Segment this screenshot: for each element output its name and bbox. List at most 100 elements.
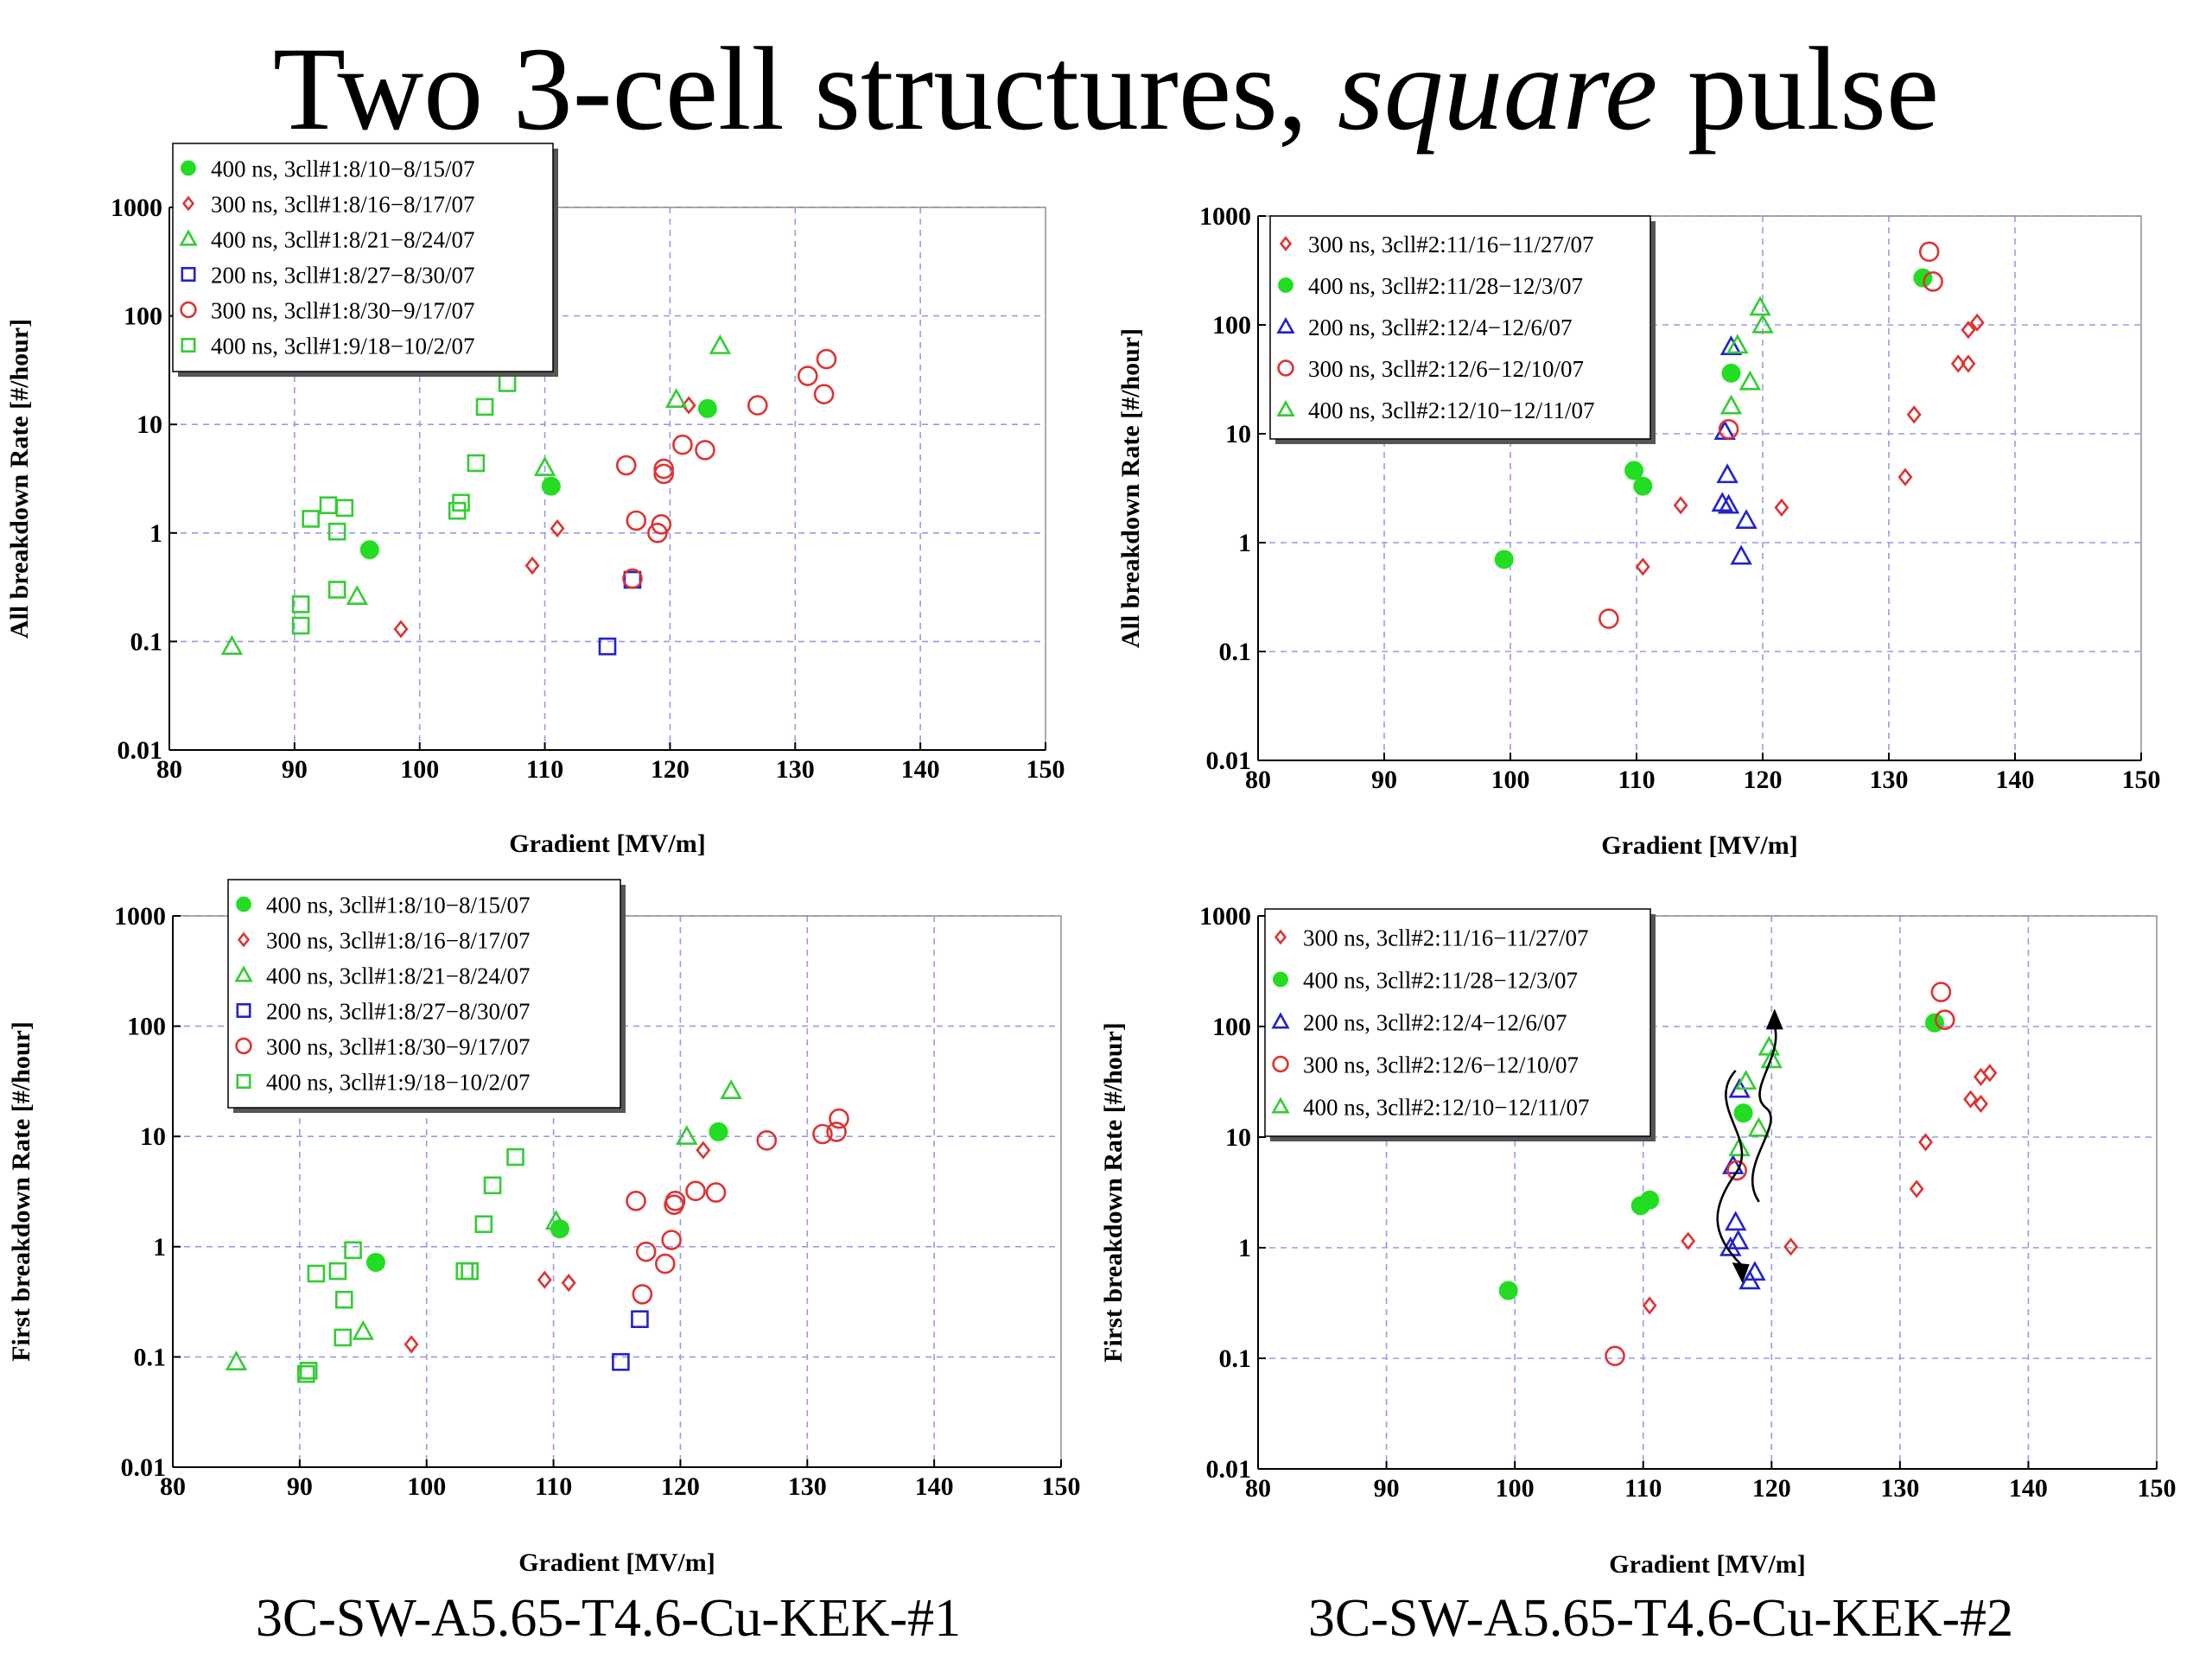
x-tick-label: 80 [160,1472,186,1501]
data-point [404,1335,419,1354]
data-point [296,1364,315,1383]
data-point [1726,1230,1750,1249]
chart-all-breakdown-structure-1: 80 90 100 110 120 130 140 1500.010.11101001000G… [5,143,1065,858]
data-point [1719,335,1743,355]
x-tick-label: 150 [2138,1474,2177,1503]
data-point [1747,1116,1770,1137]
x-tick-label: 120 [661,1472,700,1501]
legend: 300 ns, 3cll#2:11/16−11/27/07 400 ns, 3cl… [1264,908,1656,1141]
data-point [612,1352,630,1371]
series-300-ns-3cll-2-12-6-12-10-07 [1605,982,1955,1367]
data-point [365,1253,385,1273]
x-tick-label: 140 [901,755,940,784]
legend-label: 200 ns, 3cll#2:12/4−12/6/07 [1308,315,1572,340]
caption-structure-1: 3C-SW-A5.65-T4.6-Cu-KEK-#1 [255,1589,962,1648]
x-tick-label: 100 [1491,766,1530,794]
legend-label: 400 ns, 3cll#2:11/28−12/3/07 [1303,968,1578,994]
x-tick-label: 90 [282,755,308,784]
x-tick-label: 110 [1618,766,1655,794]
data-point [816,348,837,370]
data-point [598,637,617,656]
x-axis-label: Gradient [MV/m] [509,830,705,858]
x-axis-label: Gradient [MV/m] [518,1548,715,1577]
y-axis-label: All breakdown Rate [#/hour] [5,319,34,639]
legend-marker [181,266,196,282]
title-text-italic: square [1337,22,1658,155]
data-point [1760,1048,1783,1069]
arrow-head-up [1765,1008,1783,1030]
y-tick-label: 100 [124,302,162,331]
y-tick-label: 0.01 [121,1453,167,1482]
y-tick-label: 100 [1212,1013,1251,1041]
legend-marker [181,337,196,353]
x-tick-label: 100 [400,755,439,784]
y-tick-label: 1000 [1199,202,1251,231]
x-tick-label: 110 [526,755,563,784]
series-400-ns-3cll-1-8-10-8-15-07 [359,398,717,560]
legend-label: 300 ns, 3cll#2:12/6−12/10/07 [1308,356,1584,382]
data-point [1726,1160,1747,1181]
y-tick-label: 10 [140,1122,166,1151]
data-point [344,1241,362,1260]
series-400-ns-3cll-1-9-18-10-2-07 [291,374,517,635]
legend-marker [237,931,251,948]
series-300-ns-3cll-1-8-30-9-17-07 [615,348,837,589]
data-point [1724,1211,1747,1231]
data-point [1599,608,1619,629]
title-text-start: Two 3-cell structures, [272,22,1338,155]
y-tick-label: 10 [137,410,162,439]
y-axis-label: All breakdown Rate [#/hour] [1116,328,1145,648]
y-tick-label: 1 [149,519,162,548]
data-point [1673,496,1688,515]
series-400-ns-3cll-1-8-21-8-24-07 [225,1079,742,1370]
data-point [359,540,379,560]
y-tick-label: 0.1 [130,627,163,656]
data-point [483,1176,502,1195]
data-point [334,1290,353,1309]
legend-label: 400 ns, 3cll#1:9/18−10/2/07 [266,1070,530,1096]
series-400-ns-3cll-1-8-21-8-24-07 [220,334,732,655]
data-point [537,1270,552,1289]
data-point [550,519,565,538]
y-tick-label: 0.01 [1206,747,1252,775]
arrow-head-down [1732,1262,1750,1284]
data-point [334,1328,353,1347]
data-point [1734,1070,1758,1090]
series-300-ns-3cll-1-8-30-9-17-07 [626,1108,849,1305]
data-point [561,1274,576,1293]
legend-label: 400 ns, 3cll#1:8/21−8/24/07 [266,963,530,989]
data-point [506,1147,524,1166]
y-tick-label: 100 [127,1013,166,1041]
data-point [1624,461,1644,480]
data-point [1897,467,1913,486]
series-300-ns-3cll-2-12-6-12-10-07 [1599,241,1943,629]
legend-label: 300 ns, 3cll#1:8/16−8/17/07 [266,928,530,954]
legend-label: 300 ns, 3cll#2:11/16−11/27/07 [1308,232,1593,257]
x-tick-label: 80 [156,755,182,784]
x-tick-label: 130 [1880,1474,1919,1503]
data-point [524,556,540,575]
legend: 300 ns, 3cll#2:11/16−11/27/07 400 ns, 3cl… [1269,215,1656,444]
data-point [661,1230,682,1250]
data-point [307,1264,326,1283]
data-point [452,493,470,512]
y-tick-label: 1000 [111,194,162,222]
data-point [1730,544,1752,565]
data-point [1774,498,1789,517]
y-tick-label: 1 [1238,529,1251,557]
data-point [676,1125,698,1145]
y-tick-label: 10 [1225,420,1251,448]
data-point [1633,476,1653,496]
data-point [1716,463,1738,484]
x-tick-label: 140 [1996,766,2035,794]
x-axis-label: Gradient [MV/m] [1601,831,1797,860]
data-point [1749,296,1771,316]
legend: 400 ns, 3cll#1:8/10−8/15/07 300 ns, 3cll#… [227,879,626,1113]
x-tick-label: 100 [407,1472,446,1501]
y-tick-label: 1 [1238,1234,1251,1262]
legend-marker [1279,236,1293,251]
legend-marker [1274,929,1287,945]
data-point [1738,370,1762,391]
data-point [220,634,244,655]
series-400-ns-3cll-2-12-10-12-11-07 [1728,1035,1783,1157]
